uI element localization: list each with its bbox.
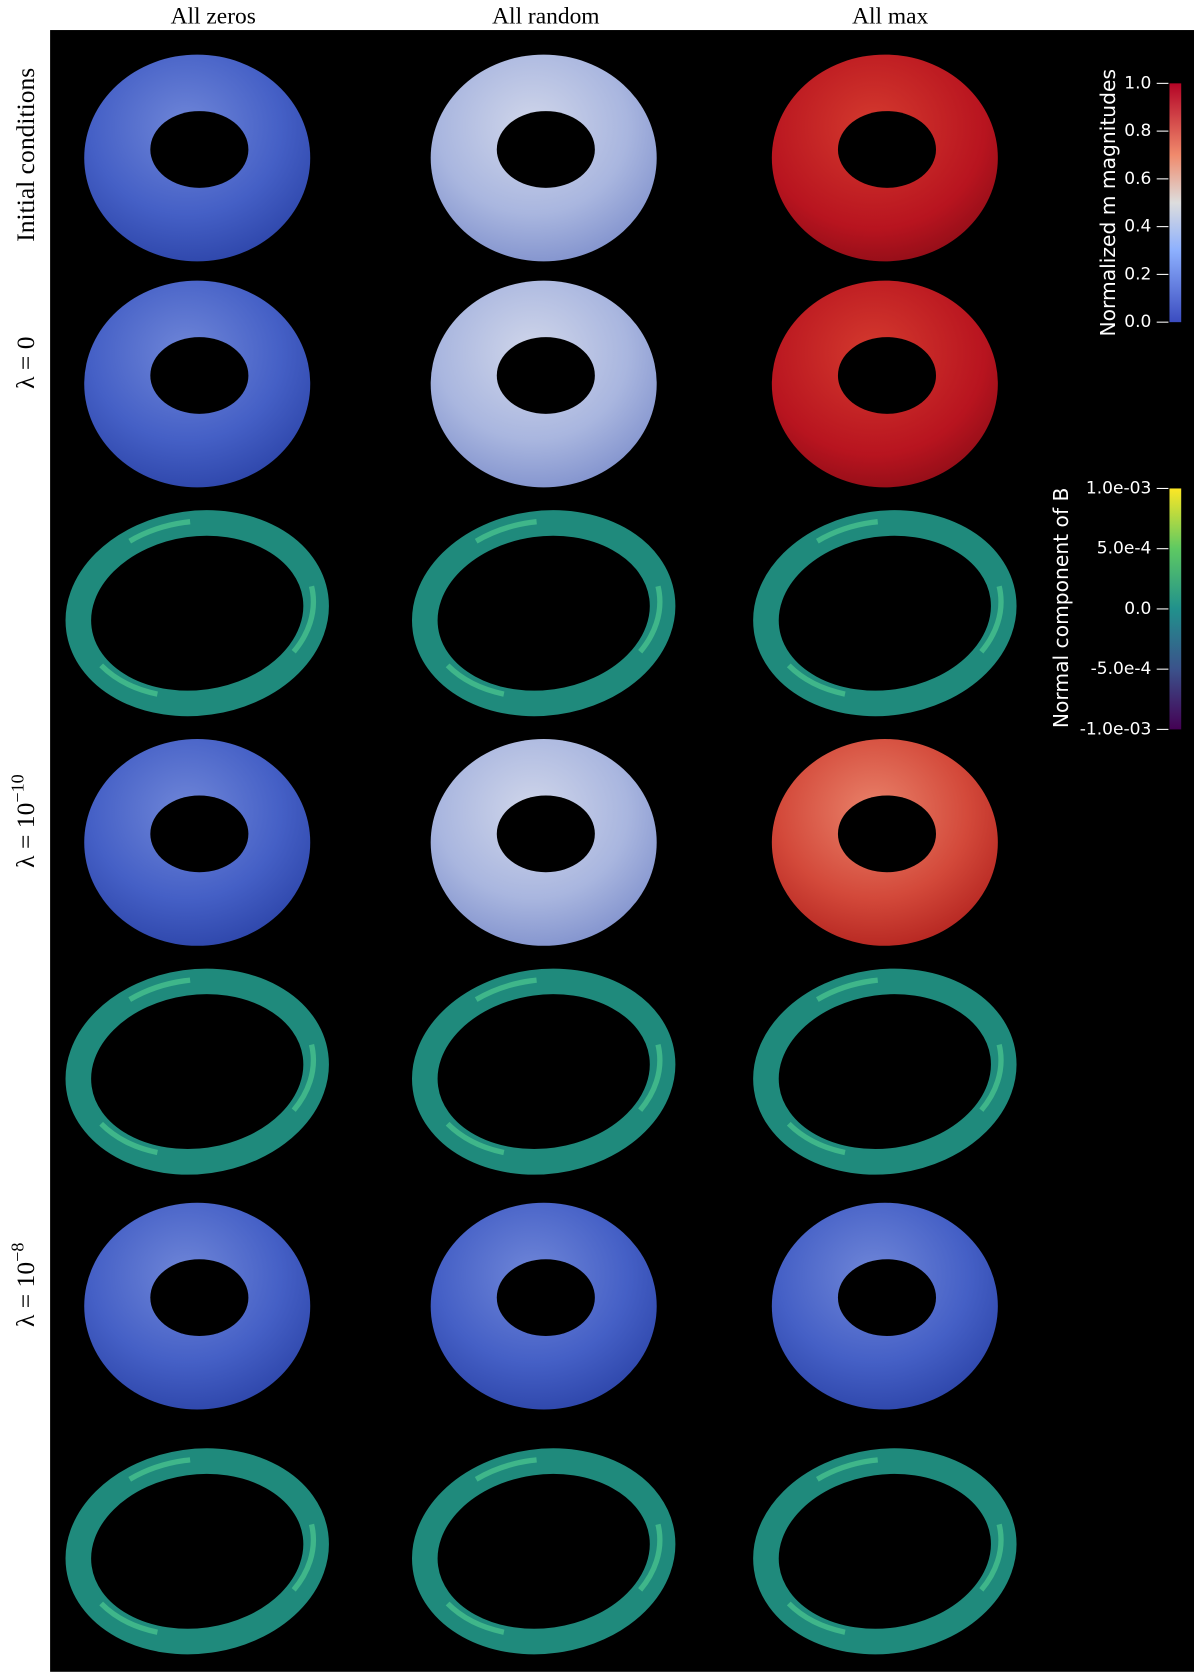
ring-highlight	[764, 518, 1004, 700]
ring-highlight	[764, 1456, 1004, 1638]
torus-hole	[150, 337, 249, 414]
colorbar-tick-label: 0.6	[1124, 169, 1151, 189]
row-label-exponent: −10	[7, 774, 27, 802]
column-header: All max	[852, 4, 928, 30]
torus-hole	[837, 111, 937, 188]
row-label-text: λ = 10	[11, 1262, 40, 1327]
column-header: All zeros	[171, 4, 256, 30]
colorbar-title: Normal component of B	[1049, 488, 1073, 729]
ring-highlight	[77, 518, 317, 700]
colorbar-title: Normalized m magnitudes	[1096, 69, 1120, 337]
row-label: λ = 10−8	[7, 1243, 40, 1327]
colorbar-tick-label: 0.0	[1124, 312, 1151, 332]
torus-hole	[150, 111, 249, 188]
torus-hole	[150, 1259, 249, 1336]
torus-hole	[837, 795, 937, 873]
row-label-exponent: −8	[7, 1243, 27, 1262]
colorbar-tick-label: 0.4	[1124, 217, 1151, 237]
colorbar	[1169, 83, 1182, 323]
torus-hole	[496, 795, 595, 873]
row-label: λ = 0	[11, 336, 40, 388]
row-label-text: λ = 0	[11, 336, 40, 388]
torus-hole	[837, 1259, 937, 1336]
row-label: λ = 10−10	[7, 774, 40, 868]
colorbar-tick-label: 1.0	[1124, 73, 1151, 93]
colorbar-tick-label: 5.0e-4	[1097, 539, 1152, 559]
colorbar-tick-label: -1.0e-03	[1080, 719, 1152, 739]
colorbar-tick-label: 1.0e-03	[1086, 478, 1151, 498]
ring-highlight	[423, 976, 663, 1159]
colorbar-tick-label: 0.8	[1124, 121, 1151, 141]
colorbar-tick-label: 0.0	[1124, 599, 1151, 619]
row-label-text: λ = 10	[11, 803, 40, 868]
colorbar	[1169, 488, 1182, 730]
column-header: All random	[492, 4, 599, 30]
ring-highlight	[423, 1456, 663, 1638]
torus-hole	[496, 337, 595, 414]
torus-hole	[496, 111, 595, 188]
colorbar-tick-label: -5.0e-4	[1091, 659, 1152, 679]
colorbar-tick-label: 0.2	[1124, 264, 1151, 284]
ring-highlight	[77, 1456, 317, 1638]
torus-hole	[837, 337, 937, 414]
row-label: Initial conditions	[11, 68, 40, 242]
ring-highlight	[764, 976, 1004, 1159]
ring-highlight	[77, 976, 317, 1159]
torus-hole	[150, 795, 249, 873]
ring-highlight	[423, 518, 663, 700]
torus-hole	[496, 1259, 595, 1336]
